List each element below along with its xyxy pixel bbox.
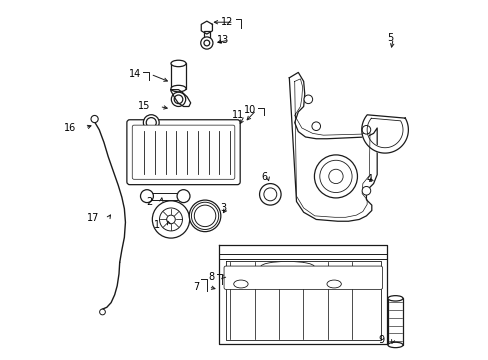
Circle shape [146,118,156,128]
Circle shape [177,190,190,203]
Text: 4: 4 [366,174,372,184]
Bar [147,193,183,200]
Circle shape [159,208,182,231]
FancyBboxPatch shape [224,266,382,289]
Circle shape [203,40,209,46]
Ellipse shape [171,60,185,67]
Circle shape [140,190,153,203]
Circle shape [201,37,212,49]
Text: 17: 17 [87,213,99,223]
Text: 12: 12 [221,17,233,27]
Text: 6: 6 [261,172,267,183]
Circle shape [314,155,357,198]
Circle shape [100,309,105,315]
Text: 2: 2 [146,197,152,207]
Text: 3: 3 [220,203,226,213]
Bar [203,31,210,38]
FancyBboxPatch shape [132,125,234,179]
Circle shape [328,169,343,184]
Text: 10: 10 [244,105,256,115]
Circle shape [259,184,281,205]
Circle shape [143,115,159,131]
Text: 9: 9 [377,334,384,345]
Text: 14: 14 [129,69,142,79]
Circle shape [319,160,351,193]
Circle shape [362,186,370,195]
Circle shape [194,205,215,226]
Circle shape [191,202,218,229]
Circle shape [152,201,189,238]
Text: 13: 13 [216,35,228,45]
Polygon shape [361,115,407,153]
Polygon shape [219,244,386,344]
Polygon shape [171,90,190,107]
Polygon shape [289,72,376,221]
Bar [171,63,185,89]
Ellipse shape [387,296,402,301]
Circle shape [311,122,320,131]
FancyBboxPatch shape [126,120,240,185]
Circle shape [174,95,183,104]
Ellipse shape [269,269,305,278]
Ellipse shape [260,261,314,272]
Ellipse shape [326,280,341,288]
Text: 5: 5 [386,33,392,43]
Circle shape [362,126,370,134]
Bar [387,298,402,345]
Text: 11: 11 [232,111,244,121]
Text: 15: 15 [138,102,150,112]
Circle shape [166,215,175,224]
Circle shape [264,188,276,201]
Circle shape [304,95,312,104]
Text: 16: 16 [63,123,76,133]
Text: 1: 1 [154,220,160,230]
Circle shape [91,116,98,123]
Ellipse shape [387,342,402,348]
Text: 7: 7 [193,282,199,292]
Polygon shape [201,21,212,34]
Ellipse shape [171,85,185,92]
Circle shape [171,92,185,107]
Text: 8: 8 [208,272,214,282]
Circle shape [189,200,221,231]
Ellipse shape [233,280,247,288]
